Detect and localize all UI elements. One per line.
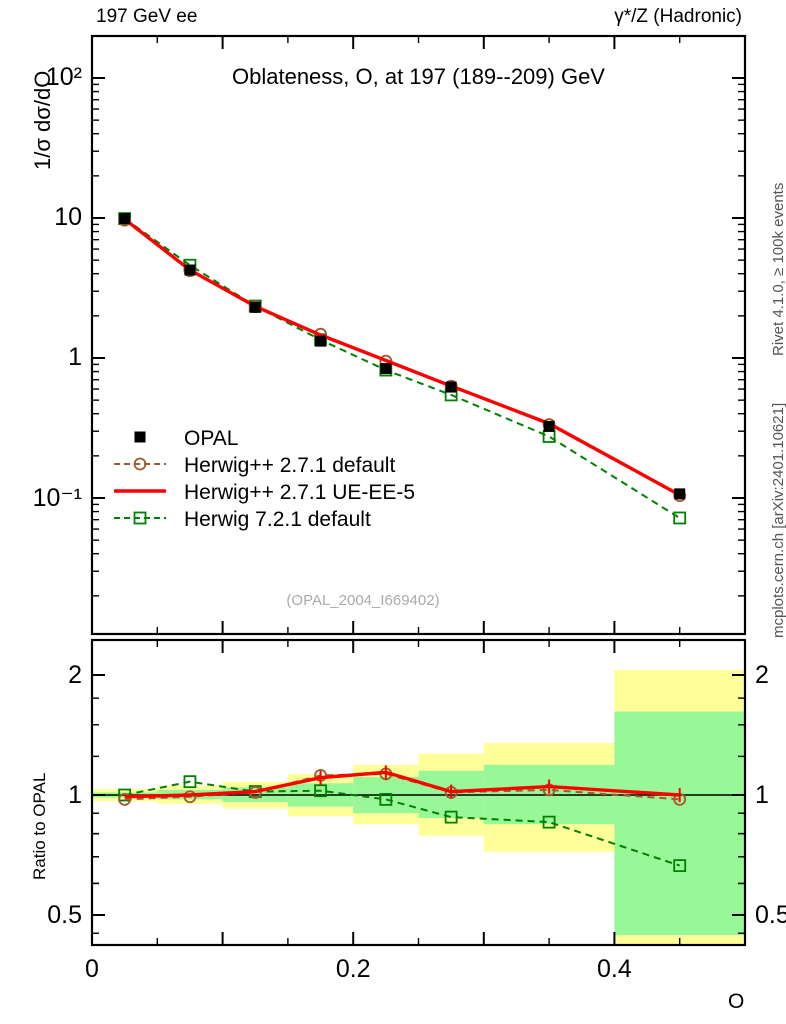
main-panel-frame (90, 34, 747, 636)
ratio-error-band-inner (614, 711, 745, 936)
main-series-marker (380, 363, 392, 375)
main-ytick-label: 10 (54, 203, 82, 231)
ratio-series-line (124, 770, 680, 799)
main-series-marker (315, 335, 327, 347)
legend-label: OPAL (184, 427, 238, 450)
xtick-label: 0.4 (597, 955, 632, 983)
main-series-line (123, 217, 681, 497)
main-ytick-label: 1 (68, 343, 82, 371)
legend-marker (133, 511, 147, 525)
ratio-series-marker (314, 784, 327, 798)
legend-label: Herwig++ 2.7.1 default (184, 454, 395, 477)
ratio-series-marker (673, 859, 687, 873)
main-series-marker (445, 381, 457, 393)
ratio-series-marker (379, 792, 393, 806)
header-right-label: γ*/Z (Hadronic) (614, 6, 742, 27)
xtick-label: 0 (85, 955, 99, 983)
mcplots-source-label: mcplots.cern.ch [arXiv:2401.10621] (770, 402, 786, 638)
header-left-label: 197 GeV ee (96, 6, 198, 27)
main-series-marker (674, 488, 686, 500)
ratio-series-line (124, 780, 681, 867)
main-series-marker (542, 430, 556, 443)
dataset-watermark: (OPAL_2004_I669402) (286, 592, 439, 609)
ratio-ytick-label-right: 2 (755, 661, 769, 689)
xtick-label: 0.2 (336, 955, 371, 983)
ratio-series-marker (542, 815, 556, 829)
main-panel-title: Oblateness, O, at 197 (189--209) GeV (232, 64, 605, 89)
legend-marker (133, 457, 147, 471)
legend-label: Herwig 7.2.1 default (184, 508, 371, 531)
main-ytick-label: 10² (45, 63, 82, 91)
ratio-ytick-label-right: 0.5 (755, 901, 786, 929)
ratio-ytick-label: 1 (68, 781, 82, 809)
main-series-marker (119, 213, 131, 225)
legend-label: Herwig++ 2.7.1 UE-EE-5 (184, 481, 415, 504)
main-series-marker (249, 301, 261, 313)
main-series-marker (184, 264, 196, 276)
legend-marker (134, 431, 146, 443)
ratio-ylabel: Ratio to OPAL (30, 772, 49, 880)
ratio-ytick-label-right: 1 (755, 781, 769, 809)
ratio-series-marker (444, 810, 458, 824)
main-series-marker (543, 420, 555, 432)
ratio-ytick-label: 2 (68, 661, 82, 689)
xaxis-label: O (728, 990, 745, 1013)
ratio-series-marker (118, 792, 132, 806)
main-series-marker (673, 511, 687, 525)
ratio-ytick-label: 0.5 (47, 901, 82, 929)
main-series-line (124, 217, 681, 519)
main-ytick-label: 10⁻¹ (32, 484, 82, 512)
rivet-version-label: Rivet 4.1.0, ≥ 100k events (770, 182, 786, 356)
ratio-series-marker (183, 775, 197, 789)
